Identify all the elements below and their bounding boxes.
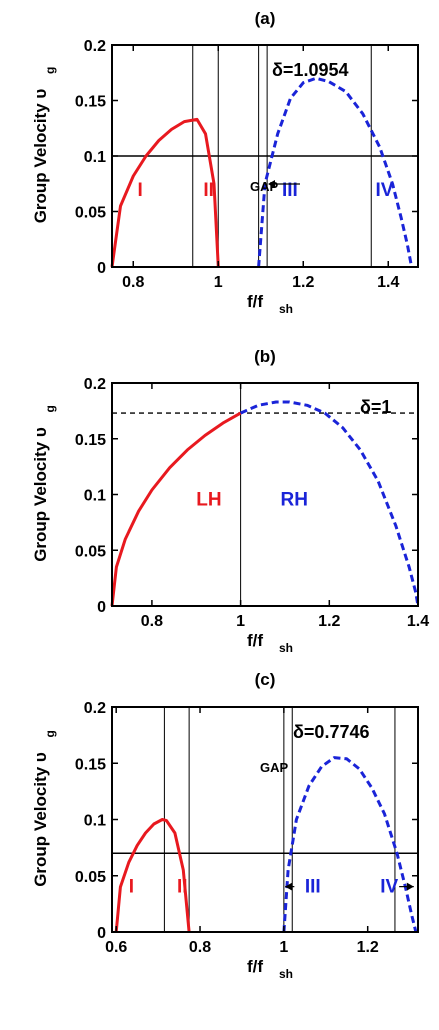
y-tick-label: 0.1 — [84, 488, 106, 505]
y-axis-label: Group Velocity υ — [31, 427, 50, 562]
band-arrowhead — [285, 882, 293, 891]
delta-annotation: δ=1 — [360, 397, 391, 417]
region-label: I — [138, 180, 143, 201]
panel-title: (c) — [255, 670, 276, 689]
y-tick-label: 0 — [97, 599, 106, 616]
y-tick-label: 0.2 — [84, 38, 106, 55]
y-tick-label: 0.15 — [75, 432, 106, 449]
x-tick-label: 1 — [214, 274, 223, 291]
y-tick-label: 0.05 — [75, 205, 106, 222]
series-line-1 — [239, 400, 420, 607]
chart-panel-b: (b) 0 0.05 0.1 0.15 0.2 0.8 1 1.2 1.4 f/f sh Group V… — [31, 347, 429, 655]
delta-annotation: δ=1.0954 — [272, 60, 348, 80]
y-axis-label-subscript: g — [43, 730, 57, 737]
region-label: LH — [196, 490, 221, 511]
y-axis-label: Group Velocity υ — [31, 89, 50, 224]
x-axis-label: f/f — [247, 292, 263, 311]
y-tick-label: 0.2 — [84, 700, 106, 717]
y-tick-label: 0 — [97, 260, 106, 277]
region-label: IV — [380, 877, 398, 898]
series-line-0 — [114, 818, 191, 933]
y-axis-label-subscript: g — [43, 405, 57, 412]
region-label: I — [129, 877, 134, 898]
x-tick-label: 0.6 — [105, 939, 127, 956]
y-tick-label: 0.15 — [75, 756, 106, 773]
region-label: II — [177, 877, 188, 898]
y-axis-label-group: Group Velocity υ g — [31, 405, 57, 562]
x-tick-label: 1.2 — [292, 274, 314, 291]
x-tick-label: 1.4 — [407, 613, 429, 630]
x-axis-label: f/f — [247, 631, 263, 650]
region-label: IV — [376, 180, 394, 201]
x-axis-label-subscript: sh — [279, 302, 293, 316]
region-label: II — [203, 180, 214, 201]
y-tick-label: 0.1 — [84, 813, 106, 830]
gap-label: GAP — [260, 760, 289, 775]
band-arrowhead — [406, 882, 414, 891]
x-tick-label: 1.2 — [318, 613, 340, 630]
x-tick-label: 1.4 — [377, 274, 399, 291]
chart-panel-a: (a) 0 0.05 0.1 0.15 0.2 0.8 1 1.2 1.4 f/f sh Group V… — [31, 9, 419, 316]
y-axis-label-subscript: g — [43, 67, 57, 74]
x-axis-label-subscript: sh — [279, 641, 293, 655]
delta-annotation: δ=0.7746 — [293, 722, 369, 742]
x-tick-label: 1 — [279, 939, 288, 956]
x-tick-label: 1.2 — [357, 939, 379, 956]
x-tick-label: 0.8 — [189, 939, 211, 956]
series-line-0 — [110, 411, 242, 607]
region-label: III — [305, 877, 321, 898]
y-tick-label: 0 — [97, 925, 106, 942]
x-axis-label-subscript: sh — [279, 967, 293, 981]
panel-title: (b) — [254, 347, 276, 366]
x-tick-label: 1 — [236, 613, 245, 630]
y-axis-label: Group Velocity υ — [31, 752, 50, 887]
gap-arrowhead — [268, 180, 275, 188]
region-label: III — [282, 180, 298, 201]
y-tick-label: 0.15 — [75, 94, 106, 111]
chart-panel-c: (c) 0 0.05 0.1 0.15 0.2 0.6 0.8 1 1.2 f/f sh Group V… — [31, 670, 419, 981]
plot-frame — [111, 706, 419, 933]
x-tick-label: 0.8 — [122, 274, 144, 291]
y-axis-label-group: Group Velocity υ g — [31, 67, 57, 224]
y-axis-label-group: Group Velocity υ g — [31, 730, 57, 887]
panel-title: (a) — [255, 9, 276, 28]
x-axis-label: f/f — [247, 957, 263, 976]
y-tick-label: 0.05 — [75, 543, 106, 560]
region-label: RH — [281, 490, 308, 511]
y-tick-label: 0.05 — [75, 869, 106, 886]
y-tick-label: 0.2 — [84, 376, 106, 393]
series-line-0 — [110, 117, 220, 268]
series-line-1 — [257, 76, 414, 268]
y-tick-label: 0.1 — [84, 149, 106, 166]
series-line-1 — [282, 756, 418, 933]
x-tick-label: 0.8 — [141, 613, 163, 630]
